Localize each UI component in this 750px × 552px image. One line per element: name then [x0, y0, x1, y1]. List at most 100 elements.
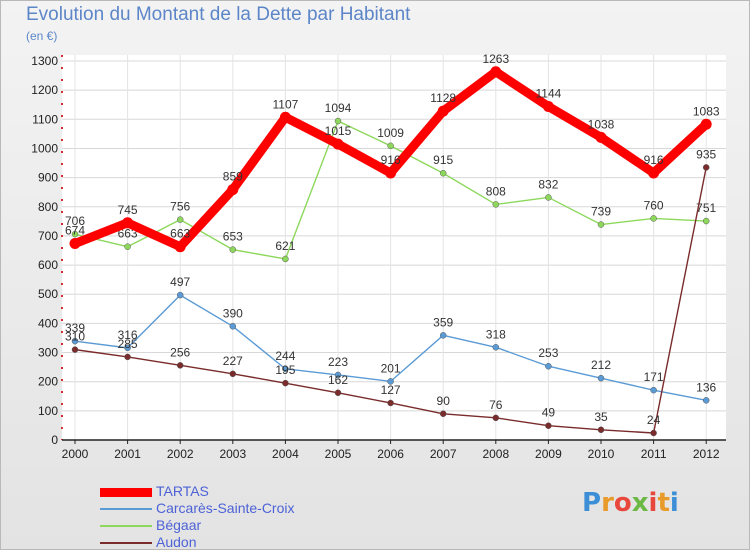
- data-point-audon: [650, 429, 657, 437]
- x-tick-label: 2003: [219, 447, 246, 461]
- data-label-audon: 76: [489, 398, 503, 412]
- data-point-b-gaar: [492, 201, 500, 208]
- data-point-tartas: [279, 111, 291, 123]
- data-point-tartas: [648, 167, 660, 179]
- data-label-tartas: 1144: [535, 86, 561, 100]
- y-tick-label: 1000: [31, 141, 58, 155]
- data-label-tartas: 1038: [588, 117, 615, 131]
- y-axis-unit: (en €): [26, 29, 58, 43]
- data-point-tartas: [385, 167, 397, 179]
- x-tick-label: 2006: [377, 447, 404, 461]
- data-label-audon: 127: [381, 383, 401, 397]
- x-tick-label: 2011: [641, 447, 667, 461]
- data-label-carcar-s-sainte-croix: 318: [486, 327, 506, 341]
- data-label-b-gaar: 663: [118, 227, 138, 241]
- data-point-audon: [597, 426, 605, 434]
- y-tick-label: 1200: [31, 83, 58, 97]
- data-point-tartas: [174, 241, 186, 253]
- data-label-b-gaar: 756: [170, 200, 190, 214]
- data-point-audon: [176, 362, 184, 369]
- data-label-b-gaar: 706: [65, 214, 85, 228]
- data-point-tartas: [595, 131, 607, 143]
- y-tick-label: 100: [38, 404, 58, 418]
- data-label-audon: 162: [328, 373, 348, 387]
- data-label-tartas: 745: [118, 203, 138, 217]
- data-point-tartas: [542, 100, 554, 112]
- data-point-b-gaar: [334, 117, 342, 125]
- x-tick-label: 2007: [430, 447, 457, 461]
- legend-swatch: [100, 525, 152, 527]
- data-point-carcar-s-sainte-croix: [597, 374, 605, 382]
- data-label-audon: 227: [223, 354, 243, 368]
- data-point-audon: [71, 346, 79, 353]
- data-point-audon: [439, 410, 447, 418]
- data-label-tartas: 1263: [482, 52, 509, 66]
- y-tick-label: 600: [38, 258, 58, 272]
- data-point-audon: [492, 414, 500, 422]
- legend-label: Bégaar: [156, 517, 202, 533]
- x-tick-label: 2002: [167, 447, 194, 461]
- x-tick-label: 2009: [535, 447, 562, 461]
- data-label-audon: 310: [65, 330, 85, 344]
- data-label-carcar-s-sainte-croix: 390: [223, 306, 243, 320]
- data-label-audon: 935: [696, 147, 716, 161]
- data-label-carcar-s-sainte-croix: 201: [381, 361, 401, 375]
- data-point-tartas: [227, 184, 239, 196]
- data-label-b-gaar: 1009: [377, 126, 404, 140]
- x-tick-label: 2005: [325, 447, 352, 461]
- data-label-carcar-s-sainte-croix: 359: [433, 315, 453, 329]
- data-label-tartas: 916: [644, 153, 664, 167]
- data-point-b-gaar: [545, 194, 552, 201]
- data-point-audon: [124, 353, 131, 361]
- legend-label: TARTAS: [156, 483, 209, 499]
- data-point-carcar-s-sainte-croix: [492, 344, 500, 351]
- data-label-b-gaar: 653: [223, 230, 243, 244]
- data-label-carcar-s-sainte-croix: 136: [696, 380, 716, 394]
- data-point-carcar-s-sainte-croix: [282, 365, 289, 373]
- x-tick-label: 2008: [482, 447, 509, 461]
- data-point-carcar-s-sainte-croix: [71, 337, 79, 345]
- data-point-b-gaar: [282, 255, 289, 263]
- data-label-b-gaar: 915: [433, 153, 453, 167]
- data-label-b-gaar: 760: [644, 198, 664, 212]
- data-label-carcar-s-sainte-croix: 339: [65, 321, 85, 335]
- x-tick-label: 2010: [588, 447, 615, 461]
- chart-title: Evolution du Montant de la Dette par Hab…: [26, 4, 411, 25]
- data-label-audon: 35: [594, 410, 608, 424]
- data-point-audon: [545, 422, 552, 429]
- data-point-b-gaar: [229, 246, 237, 253]
- data-point-carcar-s-sainte-croix: [334, 371, 342, 379]
- x-tick-label: 2012: [693, 447, 720, 461]
- data-label-tartas: 1107: [272, 97, 298, 111]
- legend-swatch: [100, 488, 152, 497]
- y-tick-label: 500: [38, 287, 58, 301]
- data-label-tartas: 859: [223, 170, 243, 184]
- data-label-tartas: 663: [170, 227, 190, 241]
- data-label-b-gaar: 808: [486, 184, 506, 198]
- data-point-carcar-s-sainte-croix: [650, 386, 657, 394]
- legend-label: Audon: [156, 534, 197, 550]
- data-point-audon: [334, 389, 342, 397]
- data-point-b-gaar: [650, 215, 657, 222]
- data-point-carcar-s-sainte-croix: [176, 291, 184, 299]
- data-point-b-gaar: [439, 169, 447, 177]
- data-label-audon: 49: [542, 406, 556, 420]
- legend-label: Carcarès-Sainte-Croix: [156, 500, 295, 516]
- x-tick-label: 2004: [272, 447, 299, 461]
- data-point-b-gaar: [124, 243, 131, 250]
- y-tick-label: 800: [38, 200, 58, 214]
- data-point-carcar-s-sainte-croix: [124, 344, 131, 352]
- data-label-tartas: 916: [381, 153, 401, 167]
- data-label-audon: 285: [118, 337, 138, 351]
- data-point-tartas: [122, 217, 134, 229]
- legend-swatch: [100, 542, 152, 544]
- data-point-tartas: [332, 138, 344, 150]
- data-label-audon: 24: [647, 413, 661, 427]
- data-label-b-gaar: 621: [275, 239, 295, 253]
- y-tick-label: 0: [51, 433, 58, 447]
- data-point-audon: [282, 379, 289, 387]
- data-point-tartas: [69, 238, 81, 250]
- y-tick-label: 900: [38, 171, 58, 185]
- data-label-carcar-s-sainte-croix: 212: [591, 358, 611, 372]
